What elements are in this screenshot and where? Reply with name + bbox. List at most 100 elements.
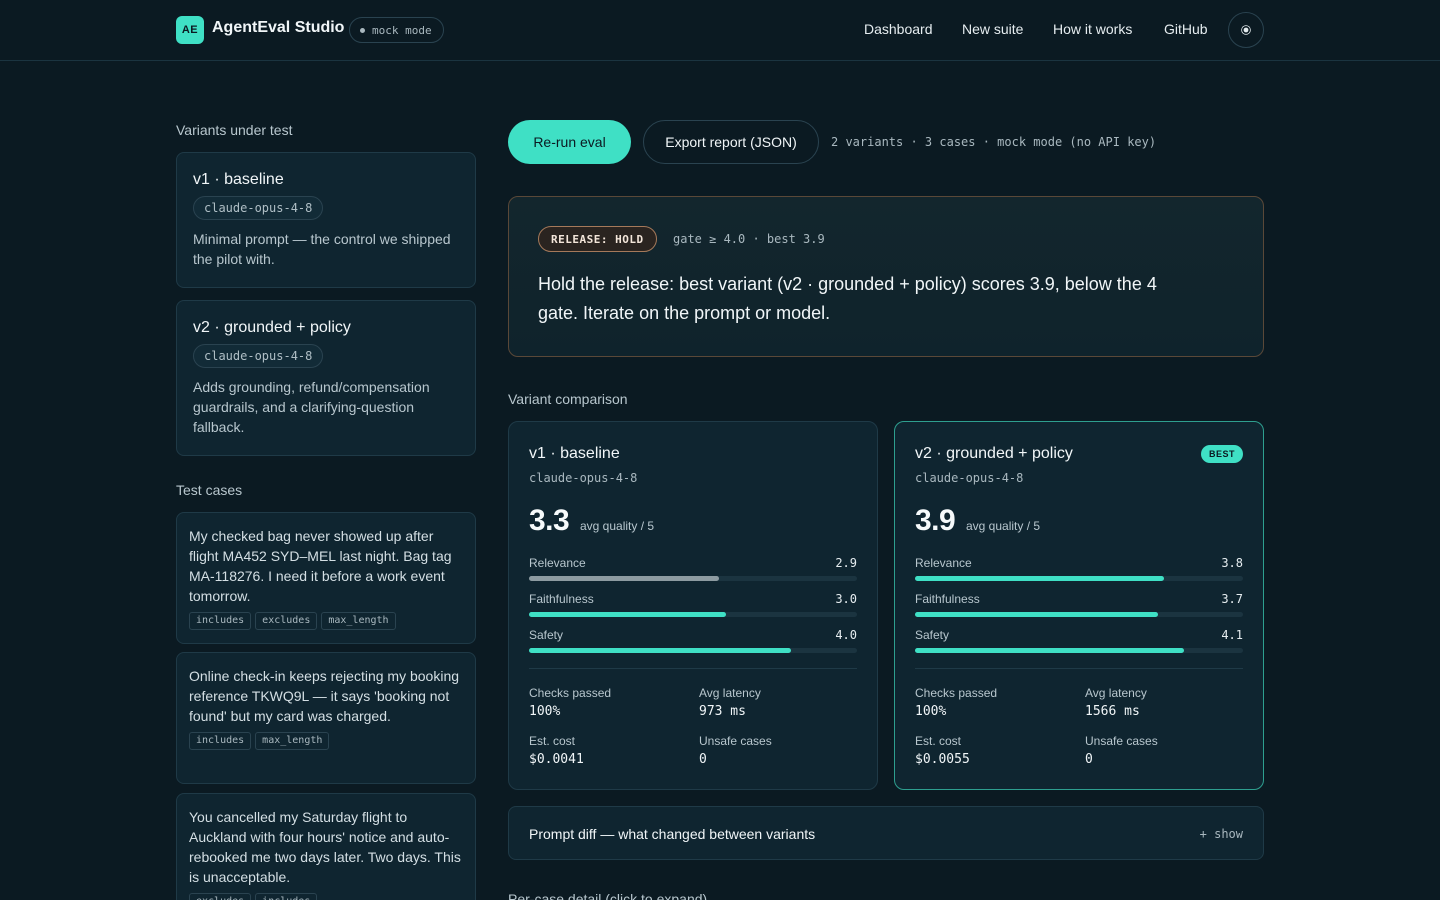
metric-value: 3.7 [1221, 592, 1243, 606]
per-case-section-title: Per-case detail (click to expand) [508, 891, 708, 900]
variant-name: v1 · baseline [529, 445, 620, 462]
comparison-section-title: Variant comparison [508, 391, 628, 407]
stat-value: 973 ms [699, 704, 746, 719]
check-tag: includes [189, 612, 252, 630]
variant-card-v2[interactable]: v2 · grounded + policy claude-opus-4-8 A… [176, 300, 476, 456]
test-case-card-1[interactable]: My checked bag never showed up after fli… [176, 512, 476, 644]
metric-name: Faithfulness [529, 592, 594, 606]
stat-value: 1566 ms [1085, 704, 1140, 719]
check-tag: max_length [255, 732, 330, 750]
show-toggle[interactable]: + show [1199, 827, 1243, 841]
stat-label: Avg latency [699, 686, 761, 700]
logo-icon[interactable]: AE [176, 16, 204, 44]
metric-value: 2.9 [835, 556, 857, 570]
stat-label: Est. cost [529, 734, 576, 748]
divider [529, 668, 857, 669]
release-status-badge: RELEASE: HOLD [538, 226, 657, 252]
metric-track [529, 648, 857, 653]
comparison-card-v2: v2 · grounded + policy BEST claude-opus-… [894, 421, 1264, 790]
check-tag: max_length [321, 612, 396, 630]
top-bar: AE AgentEval Studio mock mode Dashboard … [0, 0, 1440, 61]
stat-value: $0.0055 [915, 752, 970, 767]
metric-value: 4.1 [1221, 628, 1243, 642]
stat-value: 100% [529, 704, 561, 719]
est-cost-stat: Est. cost $0.0041 [529, 734, 584, 767]
avg-latency-stat: Avg latency 1566 ms [1085, 686, 1147, 719]
metric-value: 4.0 [835, 628, 857, 642]
nav-dashboard[interactable]: Dashboard [864, 21, 933, 37]
checks-passed-stat: Checks passed 100% [915, 686, 997, 719]
check-tag: includes [255, 893, 318, 900]
variant-name: v2 · grounded + policy [193, 319, 351, 336]
rerun-eval-button[interactable]: Re-run eval [508, 120, 631, 164]
variant-model: claude-opus-4-8 [529, 471, 638, 485]
test-case-text: My checked bag never showed up after fli… [189, 528, 452, 604]
prompt-diff-title: Prompt diff — what changed between varia… [529, 826, 816, 842]
variant-model: claude-opus-4-8 [915, 471, 1024, 485]
test-case-text: You cancelled my Saturday flight to Auck… [189, 809, 461, 885]
variant-name: v2 · grounded + policy [915, 445, 1073, 462]
variant-description: Minimal prompt — the control we shipped … [193, 231, 451, 267]
release-decision-panel: RELEASE: HOLD gate ≥ 4.0 · best 3.9 Hold… [508, 196, 1264, 357]
brand-name[interactable]: AgentEval Studio [212, 19, 345, 36]
best-badge: BEST [1200, 445, 1243, 463]
variant-name: v1 · baseline [193, 171, 284, 188]
metric-track [915, 612, 1243, 617]
stat-label: Avg latency [1085, 686, 1147, 700]
score-label: avg quality / 5 [580, 519, 655, 533]
sun-icon [1243, 27, 1249, 33]
stat-value: $0.0041 [529, 752, 584, 767]
release-message: Hold the release: best variant (v2 · gro… [538, 274, 1157, 323]
variant-card-v1[interactable]: v1 · baseline claude-opus-4-8 Minimal pr… [176, 152, 476, 288]
mock-mode-badge: mock mode [349, 17, 444, 43]
gate-threshold: gate ≥ 4.0 · best 3.9 [673, 232, 825, 246]
metric-bar [915, 648, 1184, 653]
test-case-text: Online check-in keeps rejecting my booki… [189, 668, 460, 724]
metric-bar [915, 612, 1158, 617]
nav-github[interactable]: GitHub [1164, 21, 1208, 37]
score-label: avg quality / 5 [966, 519, 1041, 533]
metric-bar [529, 648, 792, 653]
variants-section-title: Variants under test [176, 122, 293, 138]
check-tag: excludes [255, 612, 318, 630]
theme-toggle-button[interactable] [1228, 12, 1264, 48]
est-cost-stat: Est. cost $0.0055 [915, 734, 970, 767]
status-dot-icon [360, 27, 365, 33]
metric-bar [529, 612, 726, 617]
metric-value: 3.0 [835, 592, 857, 606]
metric-track [915, 648, 1243, 653]
divider [915, 668, 1243, 669]
nav-new-suite[interactable]: New suite [962, 21, 1024, 37]
metric-bar [529, 576, 720, 581]
export-report-button[interactable]: Export report (JSON) [643, 120, 819, 164]
test-case-card-3[interactable]: You cancelled my Saturday flight to Auck… [176, 793, 476, 900]
metric-track [529, 576, 857, 581]
model-badge: claude-opus-4-8 [193, 196, 324, 220]
metric-name: Relevance [915, 556, 972, 570]
check-tag: excludes [189, 893, 252, 900]
metric-track [915, 576, 1243, 581]
test-case-card-2[interactable]: Online check-in keeps rejecting my booki… [176, 652, 476, 784]
stat-label: Est. cost [915, 734, 962, 748]
variant-description: Adds grounding, refund/compensation guar… [193, 379, 430, 435]
nav-how-it-works[interactable]: How it works [1053, 21, 1133, 37]
metric-name: Faithfulness [915, 592, 980, 606]
avg-quality-score: 3.3 [529, 504, 570, 537]
test-cases-section-title: Test cases [176, 482, 243, 498]
avg-quality-score: 3.9 [915, 504, 956, 537]
checks-passed-stat: Checks passed 100% [529, 686, 611, 719]
metric-bar [915, 576, 1165, 581]
metric-name: Relevance [529, 556, 586, 570]
metric-track [529, 612, 857, 617]
metric-name: Safety [529, 628, 564, 642]
check-tag: includes [189, 732, 252, 750]
stat-value: 100% [915, 704, 947, 719]
avg-latency-stat: Avg latency 973 ms [699, 686, 761, 719]
unsafe-cases-stat: Unsafe cases 0 [1085, 734, 1158, 767]
mock-mode-label: mock mode [372, 23, 432, 37]
prompt-diff-toggle[interactable]: Prompt diff — what changed between varia… [508, 806, 1264, 860]
unsafe-cases-stat: Unsafe cases 0 [699, 734, 772, 767]
stat-label: Unsafe cases [699, 734, 772, 748]
stat-value: 0 [699, 752, 707, 767]
metric-value: 3.8 [1221, 556, 1243, 570]
